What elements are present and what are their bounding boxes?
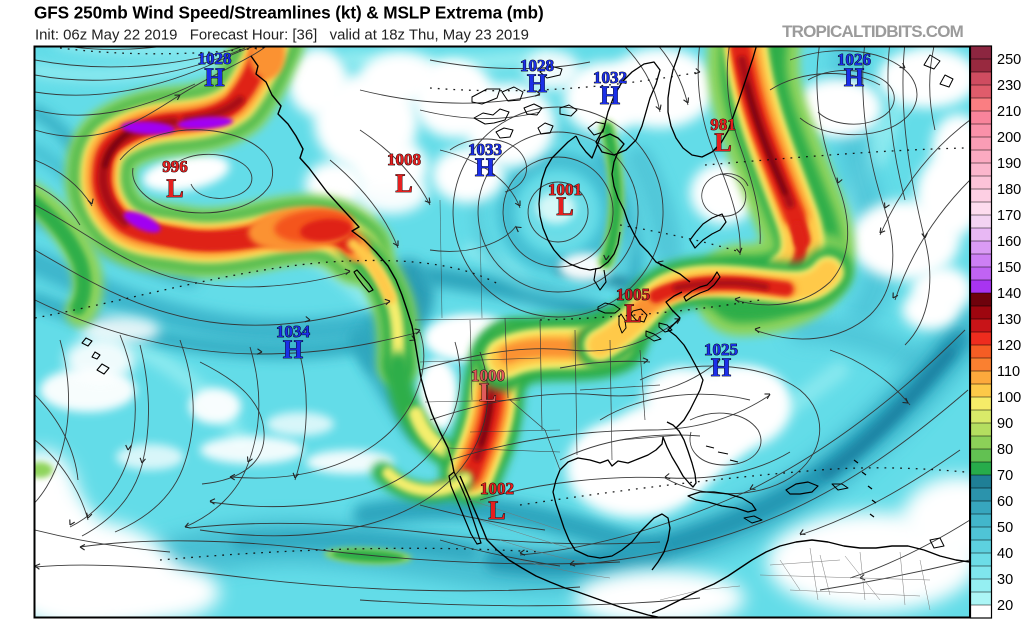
svg-text:H: H	[475, 153, 495, 182]
svg-text:L: L	[714, 128, 731, 157]
svg-text:250: 250	[997, 52, 1021, 68]
svg-text:1028: 1028	[198, 49, 232, 68]
svg-text:160: 160	[997, 234, 1021, 250]
svg-text:1001: 1001	[548, 180, 582, 199]
svg-text:H: H	[204, 63, 224, 92]
svg-text:H: H	[844, 63, 864, 92]
svg-text:L: L	[624, 299, 641, 328]
svg-text:1008: 1008	[387, 150, 421, 169]
svg-text:80: 80	[997, 442, 1013, 458]
svg-text:L: L	[166, 174, 183, 203]
svg-text:20: 20	[997, 598, 1013, 614]
svg-text:70: 70	[997, 468, 1013, 484]
svg-text:60: 60	[997, 494, 1013, 510]
svg-text:H: H	[711, 353, 731, 382]
svg-text:40: 40	[997, 546, 1013, 562]
svg-text:1002: 1002	[480, 479, 514, 498]
svg-text:1025: 1025	[704, 340, 738, 359]
svg-text:L: L	[556, 192, 573, 221]
svg-text:210: 210	[997, 104, 1021, 120]
svg-text:230: 230	[997, 78, 1021, 94]
svg-text:100: 100	[997, 390, 1021, 406]
svg-text:120: 120	[997, 338, 1021, 354]
svg-text:GFS 250mb Wind Speed/Streamlin: GFS 250mb Wind Speed/Streamlines (kt) & …	[34, 3, 544, 23]
svg-text:1005: 1005	[616, 285, 650, 304]
svg-text:1034: 1034	[276, 322, 311, 341]
svg-text:1028: 1028	[520, 56, 554, 75]
svg-text:1026: 1026	[837, 50, 871, 69]
svg-text:90: 90	[997, 416, 1013, 432]
svg-text:1033: 1033	[468, 140, 502, 159]
svg-text:190: 190	[997, 156, 1021, 172]
svg-text:1032: 1032	[593, 68, 627, 87]
svg-text:170: 170	[997, 208, 1021, 224]
svg-text:50: 50	[997, 520, 1013, 536]
svg-text:981: 981	[710, 115, 736, 134]
svg-text:L: L	[395, 169, 412, 198]
svg-text:TROPICALTIDBITS.COM: TROPICALTIDBITS.COM	[782, 22, 964, 41]
svg-text:996: 996	[162, 157, 188, 176]
svg-text:H: H	[283, 335, 303, 364]
svg-text:180: 180	[997, 182, 1021, 198]
svg-text:200: 200	[997, 130, 1021, 146]
svg-text:150: 150	[997, 260, 1021, 276]
svg-text:30: 30	[997, 572, 1013, 588]
svg-text:110: 110	[997, 364, 1020, 380]
svg-text:140: 140	[997, 286, 1021, 302]
svg-text:H: H	[527, 69, 547, 98]
svg-text:L: L	[479, 378, 496, 407]
svg-text:Init: 06z May 22 2019 Foreca: Init: 06z May 22 2019 Forecast Hour: [36…	[35, 28, 529, 44]
svg-text:1000: 1000	[471, 366, 505, 385]
svg-text:130: 130	[997, 312, 1021, 328]
svg-text:L: L	[488, 496, 505, 525]
svg-text:H: H	[600, 81, 620, 110]
